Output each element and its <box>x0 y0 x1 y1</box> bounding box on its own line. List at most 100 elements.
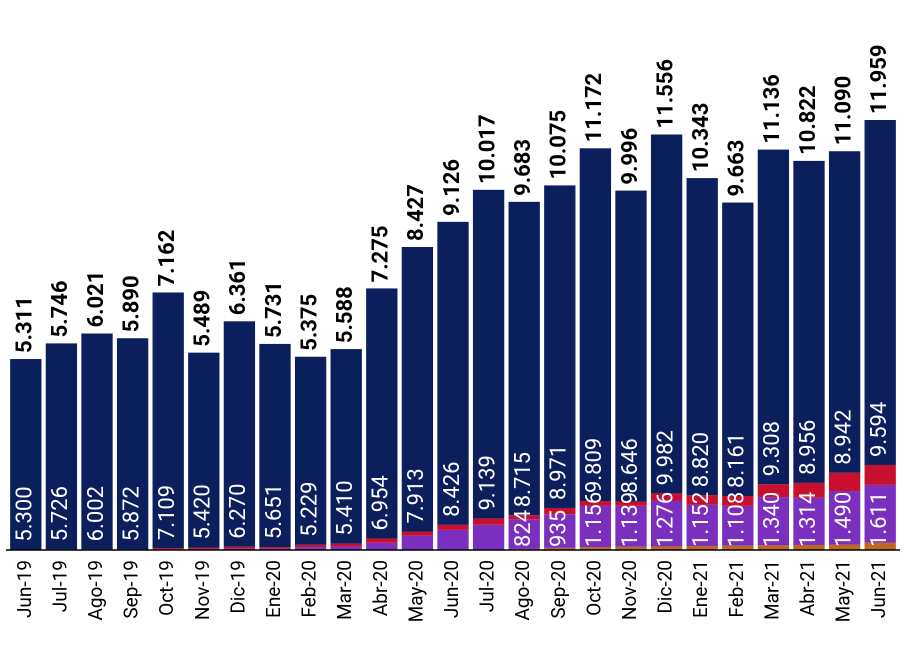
bar-segment <box>472 518 505 525</box>
bar-segment <box>615 546 647 550</box>
bar-segment <box>793 497 825 545</box>
x-tick-label: Mar-20 <box>333 560 356 620</box>
total-label: 5.489 <box>191 290 216 347</box>
bar-segment <box>864 484 896 543</box>
bar-segment <box>437 529 469 550</box>
total-label: 6.361 <box>226 258 251 315</box>
segment-label: 935 <box>547 510 572 547</box>
bar-segment <box>579 500 612 506</box>
segment-label: 8.820 <box>689 432 714 487</box>
x-tick-label: Jul-19 <box>48 560 71 612</box>
bar-segment <box>686 178 718 496</box>
bar-segment <box>722 545 754 550</box>
bar-segment <box>828 472 861 492</box>
bar-segment <box>259 343 291 548</box>
segment-label: 9.809 <box>582 438 607 493</box>
segment-label: 8.426 <box>440 462 465 517</box>
bar-segment <box>10 359 42 550</box>
bar-segment <box>828 544 861 550</box>
bar-segment <box>864 542 896 550</box>
bar-segment <box>544 547 576 550</box>
total-label: 9.663 <box>725 140 750 197</box>
bar-segment <box>437 524 469 530</box>
x-tick-label: Mar-21 <box>760 560 783 620</box>
bar-segment <box>722 495 754 506</box>
segment-label: 5.651 <box>262 484 287 539</box>
segment-label: 5.229 <box>297 481 322 536</box>
x-tick-label: Feb-20 <box>298 560 321 618</box>
x-tick-label: Dic-19 <box>226 560 249 614</box>
bar-segment <box>223 321 256 547</box>
segment-label: 9.308 <box>760 421 785 476</box>
x-tick-label: Oct-19 <box>155 560 178 616</box>
bar-segment <box>615 190 647 502</box>
bar-segment <box>650 493 683 501</box>
segment-label: 1.156 <box>582 492 607 547</box>
segment-label: 6.954 <box>369 475 394 530</box>
segment-label: 5.410 <box>333 480 358 535</box>
total-label: 5.746 <box>48 281 73 338</box>
total-label: 5.311 <box>13 296 38 353</box>
segment-label: 8.161 <box>725 433 750 488</box>
total-label: 11.136 <box>760 74 785 144</box>
bar-segment <box>686 495 718 505</box>
total-label: 10.017 <box>475 114 500 183</box>
total-label: 11.172 <box>582 73 607 143</box>
bar-segment <box>864 120 896 465</box>
segment-label: 9.982 <box>653 430 678 485</box>
segment-label: 1.152 <box>689 492 714 547</box>
x-tick-label: Nov-19 <box>191 560 214 620</box>
total-label: 5.731 <box>262 281 287 338</box>
bar-segment <box>152 548 184 550</box>
segment-label: 1.340 <box>760 492 785 547</box>
x-tick-label: Dic-20 <box>654 560 677 614</box>
bar-segment <box>366 538 398 543</box>
bar-segment <box>544 514 576 548</box>
bar-segment <box>650 134 683 494</box>
segment-label: 8.715 <box>511 452 536 507</box>
bar-segment <box>366 542 398 550</box>
bar-segment <box>330 546 362 550</box>
bar-segment <box>757 545 790 550</box>
bar-segment <box>508 201 540 516</box>
x-tick-label: May-20 <box>404 560 427 622</box>
segment-label: 7.109 <box>155 485 180 540</box>
total-label: 9.683 <box>511 139 536 196</box>
bar-segment <box>579 505 612 548</box>
total-label: 8.427 <box>404 184 429 241</box>
bar-segment <box>615 505 647 547</box>
bar-segment <box>508 515 540 520</box>
segment-label: 1.139 <box>618 492 643 547</box>
total-label: 10.343 <box>689 103 714 173</box>
bar-segment <box>259 547 291 549</box>
bar-segment <box>472 189 505 519</box>
total-label: 11.959 <box>867 45 892 115</box>
segment-label: 1.611 <box>867 492 892 547</box>
bar-segment <box>294 356 327 545</box>
bar-segment <box>757 497 790 546</box>
x-tick-label: Ene-20 <box>262 560 285 618</box>
bar-segment <box>615 501 647 506</box>
total-label: 10.822 <box>796 85 821 155</box>
segment-label: 1.108 <box>725 492 750 547</box>
bar-segment <box>401 535 434 550</box>
bar-segment <box>793 544 825 550</box>
bar-segment <box>686 504 718 547</box>
segment-label: 6.270 <box>226 483 251 538</box>
bar-segment <box>722 505 754 546</box>
x-tick-label: Ene-21 <box>689 560 712 618</box>
segment-label: 1.490 <box>831 492 856 547</box>
segment-label: 8.956 <box>796 420 821 475</box>
x-tick-label: Sep-20 <box>547 560 570 619</box>
x-tick-label: Ago-19 <box>84 560 107 621</box>
bar-segment <box>294 547 327 550</box>
total-label: 6.021 <box>84 271 109 328</box>
x-tick-label: Sep-19 <box>120 560 143 619</box>
total-label: 5.588 <box>333 286 358 343</box>
bar-segment <box>508 519 540 549</box>
bar-segment <box>722 202 754 496</box>
x-tick-label: Jun-19 <box>13 560 36 618</box>
segment-label: 5.420 <box>191 484 216 539</box>
bar-segment <box>294 544 327 548</box>
